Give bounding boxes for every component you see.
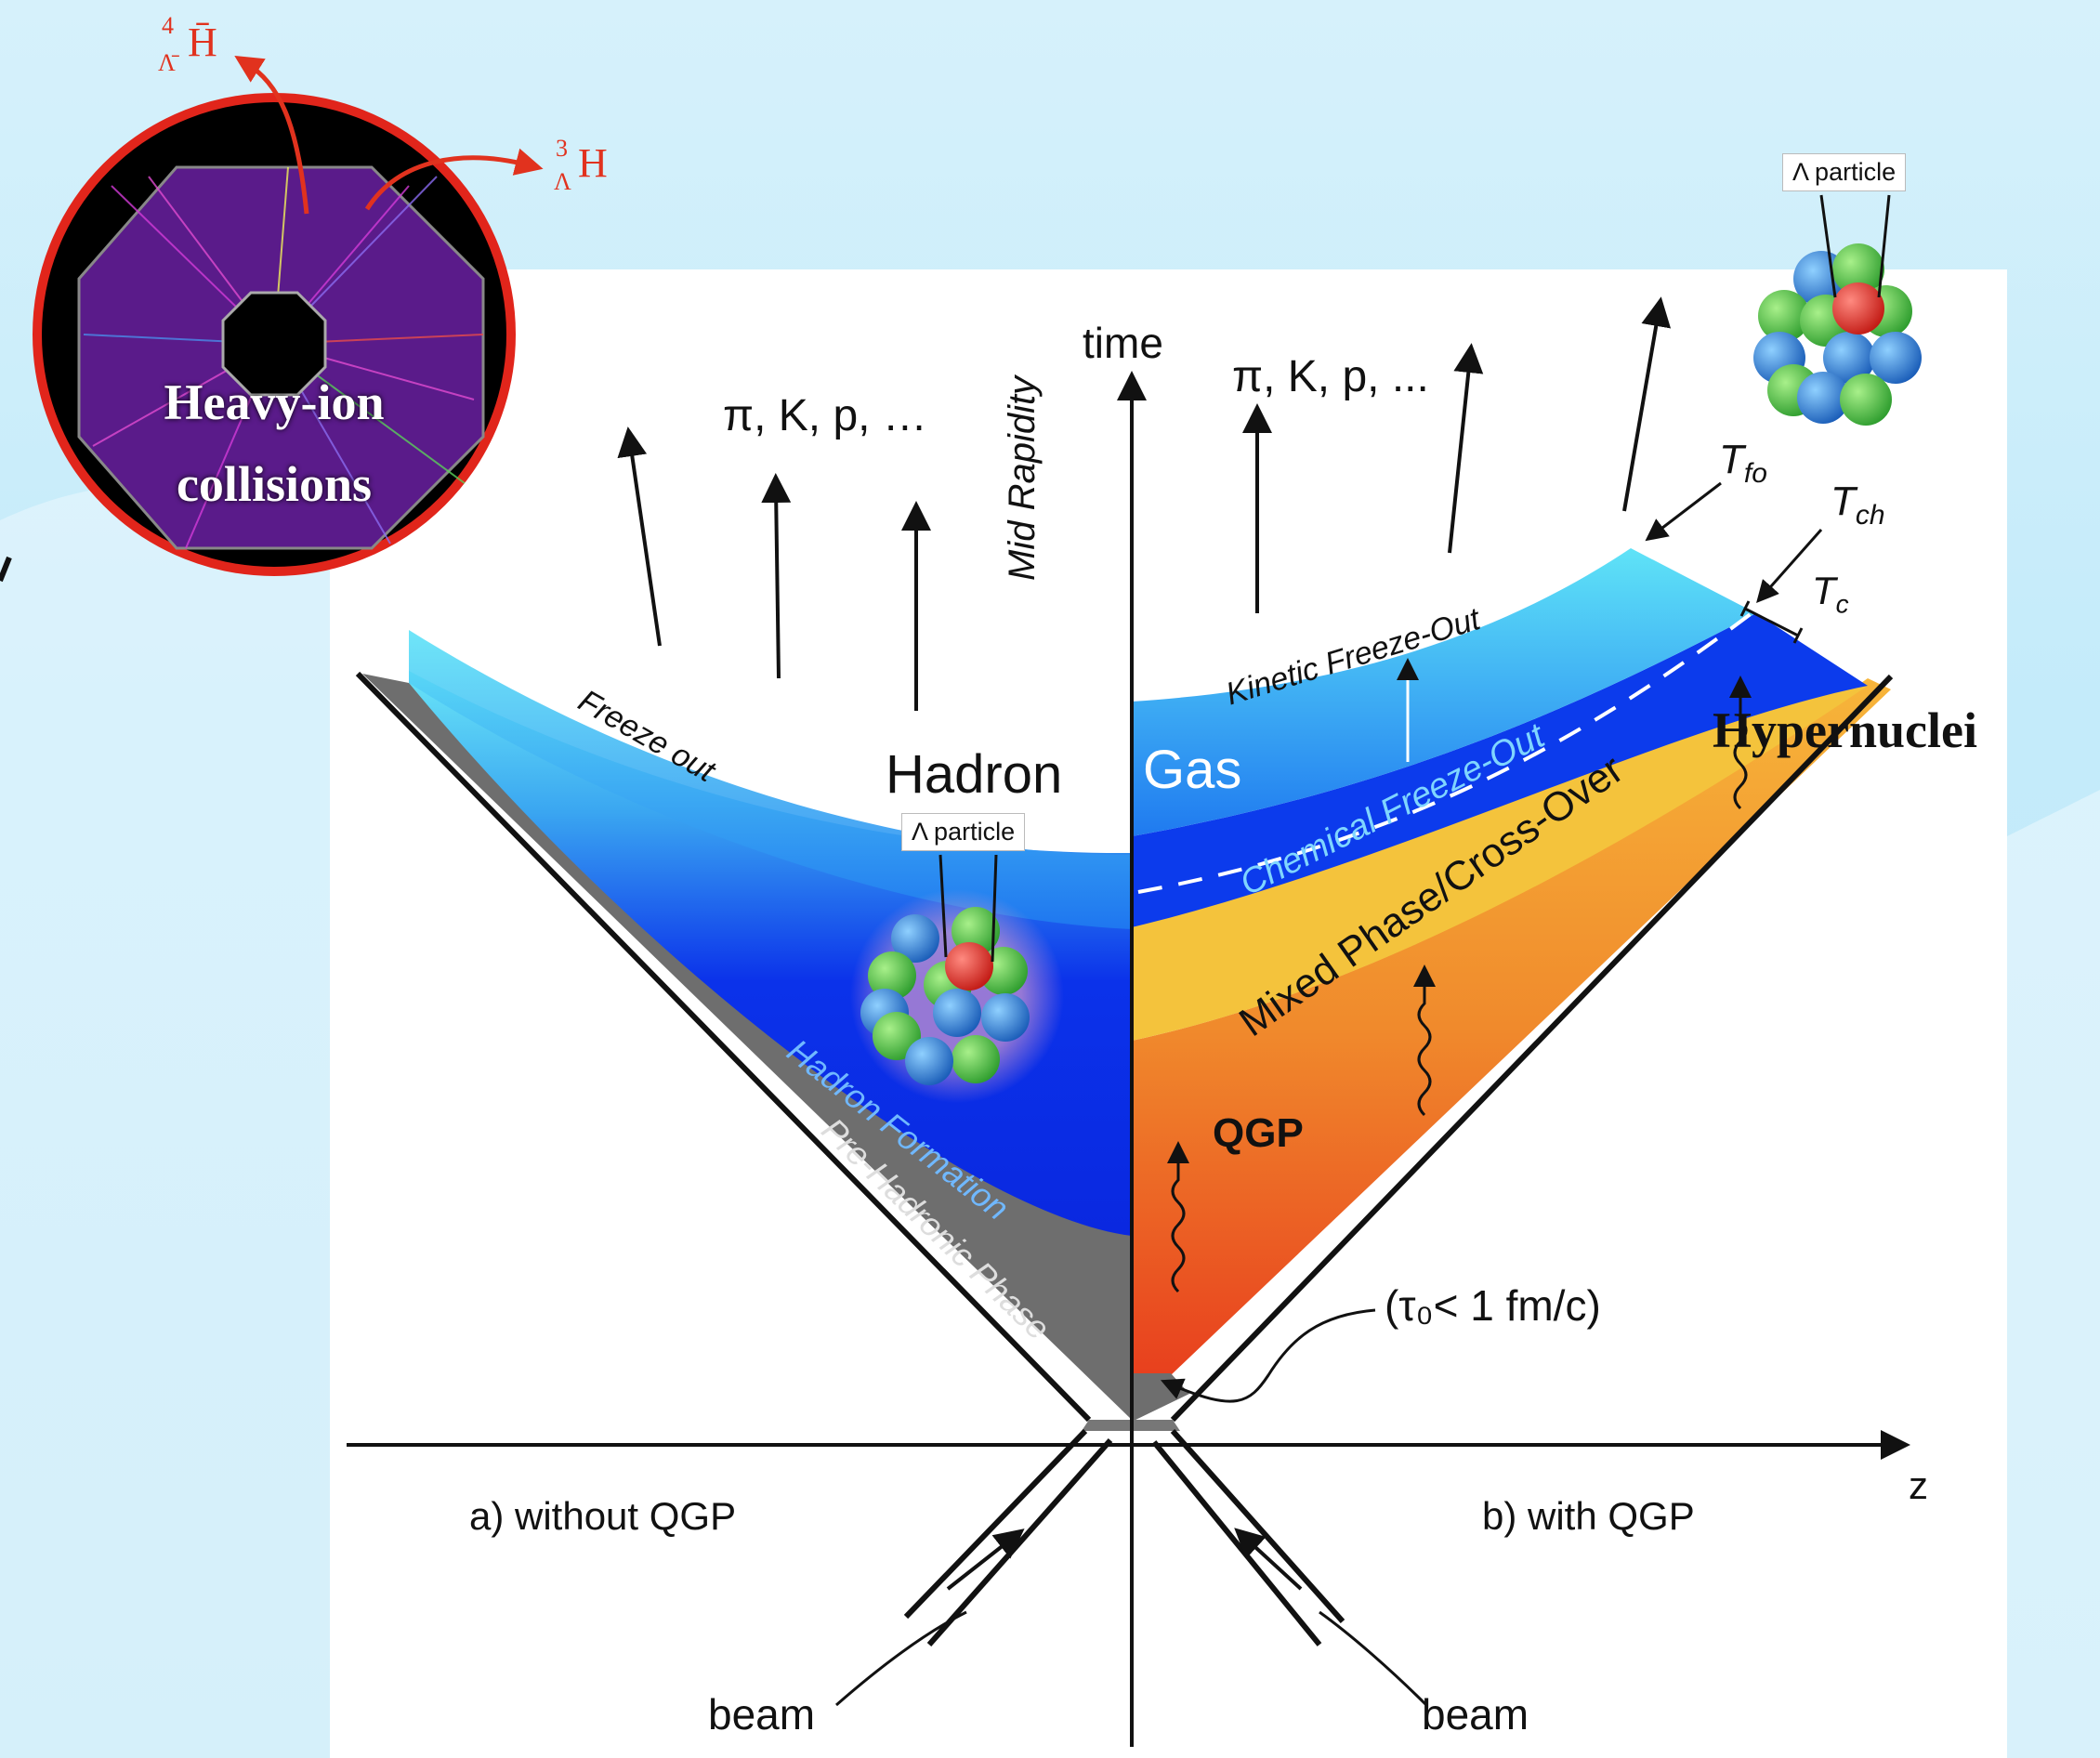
t-c-bracket-end	[1792, 627, 1804, 644]
t-c-subscript: c	[1835, 589, 1849, 619]
with-qgp-label: b) with QGP	[1482, 1494, 1695, 1538]
freeze-out-band	[409, 630, 1132, 929]
anti-hypertriton-arrow	[234, 56, 309, 215]
inner-detector	[221, 291, 327, 397]
light-cone-right	[1170, 674, 1894, 1423]
gas-label: Gas	[1143, 740, 1242, 800]
beam-right-label: beam	[1422, 1690, 1529, 1738]
t-ch-symbol: T	[1831, 479, 1856, 524]
t-ch-subscript: ch	[1855, 499, 1885, 531]
beam-arrow-left	[946, 1528, 1025, 1591]
beam-left-label: beam	[708, 1690, 816, 1738]
anti-hypernucleus-symbol: H̄	[188, 20, 217, 65]
beam-arrow-right	[1234, 1528, 1303, 1591]
tau0-label: (τ₀< 1 fm/c)	[1385, 1281, 1601, 1330]
t-fo-label: Tfo	[1719, 437, 1767, 490]
anti-hypernucleus-label: 4 Λ̄ H̄	[158, 12, 217, 76]
emission-arrow	[761, 473, 792, 679]
t-fo-pointer	[1645, 481, 1722, 542]
hypertriton-lambda: Λ	[554, 168, 571, 195]
t-c-symbol: T	[1812, 569, 1836, 612]
qgp-label: QGP	[1213, 1110, 1304, 1156]
collision-badge	[33, 56, 544, 576]
z-axis-label: z	[1909, 1463, 1928, 1507]
anti-hypernucleus-mass: 4	[162, 12, 174, 39]
time-axis-label: time	[1083, 319, 1163, 367]
lambda-particle-label-center: Λ particle	[901, 813, 1026, 851]
partial-arrow-left-edge	[0, 556, 12, 583]
lambda-particle-label-right: Λ particle	[1782, 153, 1907, 191]
hypertriton-label: 3 Λ H	[554, 135, 608, 195]
chemical-freeze-dashed-line	[1137, 611, 1753, 894]
beam-line-3	[1170, 1429, 1345, 1623]
light-cone-left	[355, 671, 1092, 1423]
t-fo-subscript: fo	[1743, 457, 1767, 489]
t-fo-symbol: T	[1719, 437, 1744, 482]
hypertriton-symbol: H	[578, 140, 608, 186]
background-wave	[2007, 790, 2100, 1758]
t-ch-label: Tch	[1831, 479, 1885, 531]
mid-rapidity-label: Mid Rapidity	[1002, 375, 1043, 581]
beam-pointer-left	[835, 1610, 967, 1707]
t-c-label: Tc	[1812, 569, 1849, 619]
kinetic-freeze-region	[1132, 548, 1756, 836]
hypernuclei-label: Hypernuclei	[1713, 702, 1977, 758]
hypertriton-mass: 3	[556, 135, 568, 162]
mixed-phase-region	[1132, 683, 1868, 1041]
t-c-bracket-end	[1739, 600, 1751, 617]
without-qgp-label: a) without QGP	[469, 1494, 737, 1538]
pre-hadronic-region	[362, 674, 1132, 1420]
hypernucleus-cluster-center	[850, 854, 1064, 1103]
beam-pointer-right	[1319, 1610, 1428, 1707]
tau0-pointer	[1160, 1308, 1376, 1403]
anti-hypernucleus-lambda: Λ̄	[158, 49, 176, 76]
emission-arrow	[617, 426, 662, 647]
beam-line-1	[903, 1428, 1088, 1620]
collision-badge-line2: collisions	[176, 456, 373, 512]
t-c-bracket	[1744, 607, 1799, 637]
hadron-label: Hadron	[886, 744, 1063, 805]
hypertriton-arrow	[364, 148, 544, 211]
qgp-region	[1132, 678, 1891, 1375]
hadrons-right-label: π, K, p, ...	[1232, 352, 1429, 401]
hypernucleus-cluster-right	[1753, 194, 1922, 426]
t-ch-pointer	[1756, 529, 1823, 603]
wavy-arrows	[1167, 676, 1752, 1293]
collision-badge-line1: Heavy-ion	[164, 374, 385, 430]
emission-arrow	[1622, 296, 1672, 512]
emission-arrow	[1448, 343, 1484, 554]
hadrons-left-label: π, K, p, …	[723, 391, 927, 440]
